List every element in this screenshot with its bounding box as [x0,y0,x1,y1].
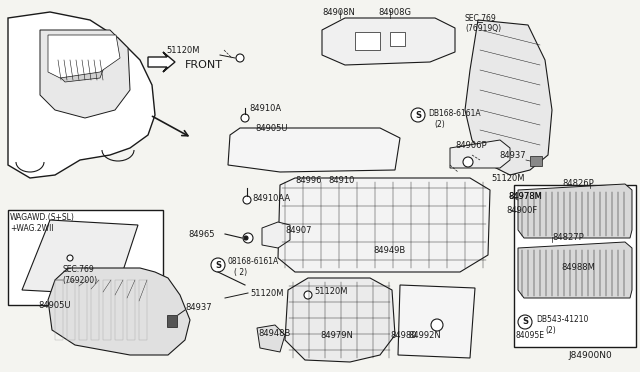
Text: 84095E: 84095E [516,330,545,340]
Text: (2): (2) [545,327,556,336]
Text: 51120M: 51120M [250,289,284,298]
Text: ( 2): ( 2) [234,269,247,278]
Text: 84826P: 84826P [562,179,594,187]
Circle shape [211,258,225,272]
Polygon shape [398,285,475,358]
Text: 84910A: 84910A [249,103,281,112]
Polygon shape [322,18,455,65]
Text: S: S [415,110,421,119]
Circle shape [304,291,312,299]
Circle shape [244,236,248,240]
Text: 84905U: 84905U [39,301,71,310]
Circle shape [236,54,244,62]
Polygon shape [48,35,120,78]
Polygon shape [48,268,190,355]
Text: 84949B: 84949B [374,246,406,254]
Polygon shape [40,30,130,118]
Text: 84905U: 84905U [255,124,287,132]
Text: (769200): (769200) [62,276,97,285]
Bar [514,185,636,347]
Text: 84996: 84996 [295,176,321,185]
Bar [390,32,405,46]
Text: 84910AA: 84910AA [252,193,290,202]
Text: 84992N: 84992N [408,330,442,340]
Circle shape [463,157,473,167]
Text: SEC.769: SEC.769 [465,13,497,22]
Text: 84906P: 84906P [455,141,486,150]
Text: 84978M: 84978M [508,192,542,201]
Text: 84827P: 84827P [552,232,584,241]
Polygon shape [262,222,290,248]
Text: (2): (2) [434,119,445,128]
Bar [8,210,163,305]
Text: DB168-6161A: DB168-6161A [428,109,481,118]
Circle shape [431,319,443,331]
Bar [530,156,542,166]
Circle shape [243,233,253,243]
Text: (76919Q): (76919Q) [465,23,501,32]
Polygon shape [465,20,552,175]
Text: J84900N0: J84900N0 [568,350,612,359]
Polygon shape [518,242,632,298]
Text: SEC.769: SEC.769 [62,266,93,275]
Polygon shape [450,140,510,168]
Text: 84937: 84937 [185,304,212,312]
Text: 84908G: 84908G [378,7,411,16]
Circle shape [67,255,73,261]
Polygon shape [148,52,175,72]
Circle shape [241,114,249,122]
Text: DB543-41210: DB543-41210 [536,315,588,324]
Circle shape [243,196,251,204]
Polygon shape [278,178,490,272]
Text: FRONT: FRONT [185,60,223,70]
Text: 51120M: 51120M [314,286,348,295]
Text: 84910: 84910 [328,176,355,185]
Polygon shape [518,184,632,238]
Text: 84900F: 84900F [506,205,537,215]
Text: 84980: 84980 [390,330,417,340]
Text: 51120M: 51120M [166,45,200,55]
Text: 84965: 84965 [189,230,215,238]
Text: +WAG.2WII: +WAG.2WII [10,224,54,232]
Bar [167,315,177,327]
Text: 51120M: 51120M [492,173,525,183]
Polygon shape [257,325,285,352]
Text: 84988M: 84988M [561,263,595,273]
Bar [355,32,380,50]
Text: S: S [522,317,528,327]
Text: 08168-6161A: 08168-6161A [228,257,279,266]
Polygon shape [8,12,155,178]
Circle shape [411,108,425,122]
Text: 84948B: 84948B [258,328,291,337]
Text: 84907: 84907 [285,225,312,234]
Text: WAGAWD.(S+SL): WAGAWD.(S+SL) [10,212,75,221]
Polygon shape [285,278,395,362]
Circle shape [518,315,532,329]
Polygon shape [22,220,138,295]
Text: 84937: 84937 [499,151,526,160]
Text: 84908N: 84908N [322,7,355,16]
Polygon shape [55,55,105,82]
Polygon shape [228,128,400,172]
Text: 84978M: 84978M [508,192,542,201]
Text: 84979N: 84979N [320,330,353,340]
Text: S: S [215,260,221,269]
